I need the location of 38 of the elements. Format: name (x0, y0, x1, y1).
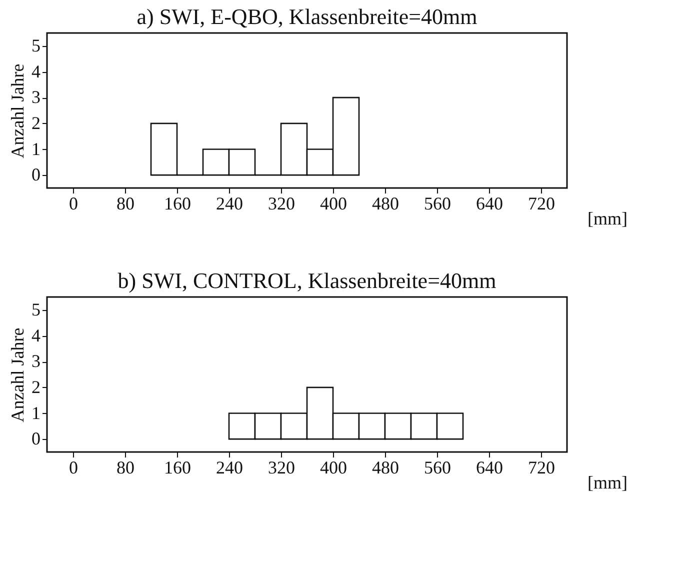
x-tick-label: 400 (320, 194, 347, 214)
y-tick-label: 4 (32, 61, 40, 82)
y-tick-label: 3 (32, 351, 40, 372)
x-tick-label: 560 (424, 194, 451, 214)
y-tick-label: 2 (32, 112, 40, 133)
y-axis-title: Anzahl Jahre (8, 328, 28, 422)
x-tick-label: 320 (268, 458, 295, 478)
x-axis-title: [mm] (588, 208, 628, 228)
x-tick-label: 640 (476, 194, 503, 214)
x-tick-label: 160 (164, 194, 191, 214)
x-tick-label: 720 (528, 458, 555, 478)
y-tick-label: 2 (32, 376, 40, 397)
y-tick-label: 1 (32, 402, 40, 423)
x-tick-label: 240 (216, 458, 243, 478)
y-tick-label: 3 (32, 87, 40, 108)
y-tick-label: 1 (32, 138, 40, 159)
chart-title: a) SWI, E-QBO, Klassenbreite=40mm (136, 4, 478, 29)
y-tick-label: 0 (32, 428, 40, 449)
x-tick-label: 720 (528, 194, 555, 214)
chart-title: b) SWI, CONTROL, Klassenbreite=40mm (118, 268, 496, 293)
y-tick-label: 5 (32, 35, 40, 56)
x-tick-label: 0 (69, 458, 78, 478)
x-tick-label: 400 (320, 458, 347, 478)
x-tick-label: 480 (372, 458, 399, 478)
x-tick-label: 240 (216, 194, 243, 214)
y-tick-label: 0 (32, 164, 40, 185)
y-axis-title: Anzahl Jahre (8, 64, 28, 158)
y-tick-label: 5 (32, 299, 40, 320)
x-axis-title: [mm] (588, 472, 628, 492)
y-tick-label: 4 (32, 325, 40, 346)
x-tick-label: 80 (116, 458, 134, 478)
x-tick-label: 640 (476, 458, 503, 478)
x-tick-label: 160 (164, 458, 191, 478)
x-tick-label: 0 (69, 194, 78, 214)
x-tick-label: 560 (424, 458, 451, 478)
x-tick-label: 80 (116, 194, 134, 214)
x-tick-label: 320 (268, 194, 295, 214)
x-tick-label: 480 (372, 194, 399, 214)
